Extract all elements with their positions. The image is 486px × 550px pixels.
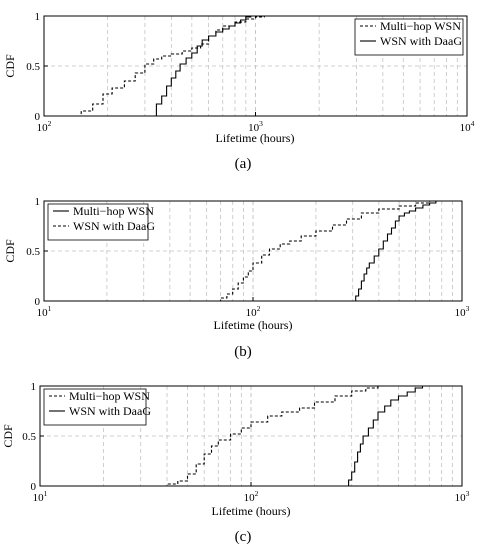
series-group-a — [68, 16, 265, 117]
y-axis-label-b: CDF — [3, 239, 17, 263]
x-tick-exponent-c: 1 — [44, 489, 48, 498]
legend-box-b — [47, 203, 149, 241]
legend-label-c: WSN with DaaG — [69, 404, 151, 418]
x-axis-label-a: Lifetime (hours) — [216, 131, 295, 145]
x-tick-exponent-a: 4 — [471, 119, 475, 128]
x-ticks-a: 102 103 104 — [37, 112, 475, 134]
x-tick-label-c: 102 — [244, 489, 259, 504]
x-tick-base-a: 10 — [460, 122, 472, 134]
panel-label-a: (a) — [235, 156, 252, 172]
x-tick-exponent-b: 1 — [48, 304, 52, 313]
series-line-a-solid — [150, 16, 252, 117]
y-tick-label-b: 1 — [35, 196, 41, 208]
x-tick-base-b: 10 — [246, 307, 258, 319]
series-line-c-dashed — [154, 386, 379, 487]
y-ticks-b: 00.51 — [26, 196, 48, 308]
x-tick-exponent-c: 2 — [255, 489, 259, 498]
series-group-c — [154, 386, 424, 487]
chart-a: 00.51 102 103 104 Lifetime (hours) CDF (a)… — [3, 11, 475, 172]
chart-b: 00.51 101 102 103 Lifetime (hours) CDF (b)… — [3, 196, 470, 360]
x-ticks-c: 101 102 103 — [33, 482, 470, 504]
y-tick-label-b: 0 — [35, 296, 41, 308]
x-tick-exponent-c: 3 — [466, 489, 470, 498]
legend-label-a: Multi−hop WSN — [380, 19, 461, 33]
x-tick-label-c: 103 — [455, 489, 470, 504]
y-axis-label-a: CDF — [3, 54, 17, 78]
x-tick-label-a: 103 — [248, 119, 263, 134]
x-tick-label-b: 103 — [455, 304, 470, 319]
y-tick-label-b: 0.5 — [26, 246, 40, 258]
x-tick-label-b: 101 — [37, 304, 52, 319]
x-tick-base-b: 10 — [37, 307, 49, 319]
legend-label-b: WSN with DaaG — [73, 219, 155, 233]
panel-label-b: (b) — [234, 344, 252, 360]
legend-label-c: Multi−hop WSN — [69, 389, 150, 403]
y-ticks-c: 00.51 — [22, 381, 44, 493]
legend-box-a — [354, 18, 464, 56]
x-tick-exponent-b: 2 — [257, 304, 261, 313]
x-axis-label-b: Lifetime (hours) — [214, 318, 293, 332]
y-ticks-a: 00.51 — [26, 11, 48, 123]
y-axis-label-c: CDF — [1, 424, 15, 448]
y-tick-label-a: 0 — [35, 111, 41, 123]
legend-label-a: WSN with DaaG — [380, 34, 462, 48]
x-ticks-b: 101 102 103 — [37, 297, 470, 319]
x-tick-exponent-b: 3 — [466, 304, 470, 313]
x-tick-base-b: 10 — [455, 307, 467, 319]
legend-box-c — [43, 388, 147, 426]
x-tick-base-c: 10 — [455, 492, 467, 504]
x-tick-base-c: 10 — [33, 492, 45, 504]
x-tick-base-a: 10 — [37, 122, 49, 134]
y-tick-label-c: 0 — [31, 481, 37, 493]
x-tick-label-c: 101 — [33, 489, 48, 504]
series-line-c-solid — [345, 386, 424, 487]
x-tick-exponent-a: 3 — [259, 119, 263, 128]
x-tick-label-a: 102 — [37, 119, 52, 134]
x-tick-label-a: 104 — [460, 119, 475, 134]
y-tick-label-a: 0.5 — [26, 61, 40, 73]
y-tick-label-c: 1 — [31, 381, 37, 393]
series-line-b-solid — [352, 201, 437, 302]
y-tick-label-c: 0.5 — [22, 431, 36, 443]
panel-label-c: (c) — [235, 529, 252, 545]
y-tick-label-a: 1 — [35, 11, 41, 23]
x-axis-label-c: Lifetime (hours) — [212, 504, 291, 518]
x-tick-label-b: 102 — [246, 304, 261, 319]
chart-c: 00.51 101 102 103 Lifetime (hours) CDF (c)… — [1, 381, 470, 545]
grid-c — [40, 386, 462, 486]
x-tick-base-c: 10 — [244, 492, 256, 504]
series-group-b — [213, 201, 437, 302]
legend-label-b: Multi−hop WSN — [73, 204, 154, 218]
x-tick-exponent-a: 2 — [48, 119, 52, 128]
series-line-a-dashed — [68, 16, 265, 117]
x-tick-base-a: 10 — [248, 122, 260, 134]
